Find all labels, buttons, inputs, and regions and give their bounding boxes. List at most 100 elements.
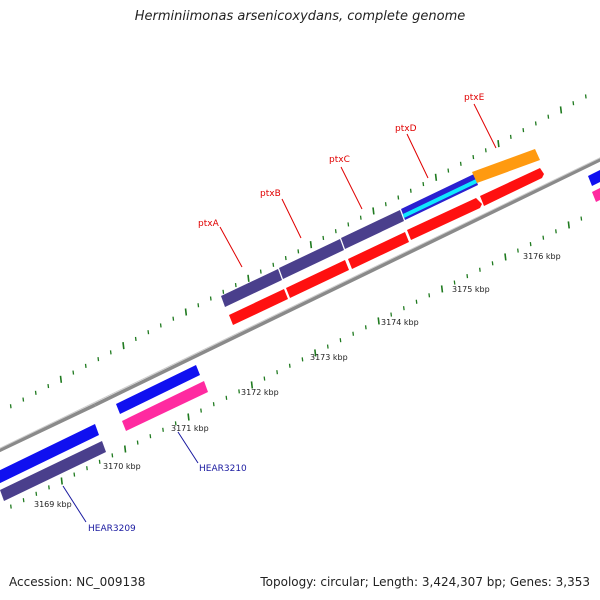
tick-lower-17 [212, 402, 215, 407]
tick-lower-45 [567, 221, 570, 229]
tick-upper-28 [347, 222, 350, 227]
tick-upper-44 [547, 114, 550, 119]
tick-upper-15 [184, 308, 188, 316]
tick-lower-32 [402, 306, 405, 311]
tick-upper-47 [584, 94, 587, 99]
tick-upper-42 [522, 128, 525, 133]
tick-upper-34 [422, 181, 425, 187]
gene-purple-left[interactable] [0, 441, 106, 501]
tick-lower-10 [123, 445, 127, 453]
gene-blue-left[interactable] [0, 424, 99, 486]
gene-blue-mid[interactable] [116, 365, 200, 414]
tick-upper-2 [22, 397, 25, 402]
tick-lower-40 [504, 253, 507, 261]
gene-label-ptxD: ptxD [395, 124, 417, 134]
gene-track [0, 149, 600, 501]
gene-red-2[interactable] [286, 260, 349, 298]
tick-upper-1 [9, 404, 12, 409]
tick-lower-35 [440, 285, 444, 293]
gene-ptxB[interactable] [279, 239, 344, 279]
tick-upper-27 [334, 229, 337, 234]
tick-lower-34 [428, 293, 431, 298]
tick-upper-24 [297, 249, 300, 254]
gene-pink-mid[interactable] [122, 381, 208, 431]
tick-row-upper [9, 94, 587, 409]
tick-upper-13 [159, 323, 162, 328]
scale-label-3176: 3176 kbp [523, 252, 561, 261]
locus-label-lines [62, 431, 199, 523]
gene-pink-right[interactable] [592, 188, 600, 202]
tick-upper-31 [384, 202, 387, 207]
tick-lower-46 [580, 216, 583, 221]
tick-upper-21 [259, 269, 262, 274]
tick-upper-12 [147, 330, 150, 335]
tick-lower-20 [250, 381, 254, 389]
tick-upper-33 [409, 188, 412, 193]
tick-upper-38 [472, 154, 475, 160]
accession-text: Accession: NC_009138 [9, 575, 146, 589]
gene-red-4[interactable] [407, 198, 482, 240]
locus-label-hear3210: HEAR3210 [199, 464, 247, 474]
gene-ptxC[interactable] [341, 210, 404, 249]
tick-lower-24 [301, 357, 304, 362]
tick-lower-23 [288, 363, 291, 368]
gene-label-ptxE: ptxE [464, 93, 485, 103]
tick-lower-18 [225, 395, 228, 400]
tick-lower-19 [238, 389, 240, 394]
tick-lower-22 [276, 370, 278, 375]
gene-label-lines [219, 103, 497, 268]
tick-upper-40 [497, 140, 500, 148]
tick-lower-30 [377, 317, 380, 325]
tick-lower-27 [339, 338, 342, 343]
gene-ptxA[interactable] [221, 269, 282, 307]
tick-lower-1 [10, 504, 12, 509]
tick-lower-21 [263, 376, 266, 381]
gene-ptxE[interactable] [472, 149, 540, 183]
tick-lower-25 [314, 349, 317, 357]
tick-upper-32 [397, 195, 400, 200]
gene-red-3[interactable] [348, 232, 409, 269]
gene-red-1[interactable] [229, 289, 288, 325]
tick-lower-9 [111, 453, 114, 458]
tick-row-lower [10, 216, 583, 509]
tick-lower-44 [555, 229, 557, 234]
tick-lower-8 [98, 459, 101, 464]
tick-upper-29 [359, 215, 362, 220]
tick-lower-6 [73, 472, 76, 477]
tick-lower-15 [187, 413, 190, 421]
gene-label-ptxC: ptxC [329, 155, 350, 165]
tick-upper-3 [34, 390, 37, 395]
tick-lower-37 [466, 274, 469, 279]
tick-upper-10 [122, 342, 125, 350]
tick-upper-8 [97, 357, 100, 362]
tick-lower-38 [479, 267, 481, 272]
tick-lower-43 [542, 235, 545, 240]
tick-lower-11 [136, 440, 139, 445]
tick-upper-22 [272, 262, 275, 267]
tick-lower-7 [86, 466, 88, 471]
tick-lower-2 [22, 498, 25, 503]
tick-upper-20 [247, 274, 250, 282]
scale-label-3170: 3170 kbp [103, 462, 141, 471]
gene-blue-right[interactable] [588, 170, 600, 186]
gene-red-5[interactable] [480, 168, 544, 206]
tick-upper-11 [134, 336, 137, 341]
tick-upper-37 [459, 161, 462, 166]
tick-lower-13 [162, 427, 164, 432]
genome-stats-text: Topology: circular; Length: 3,424,307 bp… [260, 575, 590, 589]
tick-lower-36 [453, 280, 456, 285]
tick-lower-14 [174, 421, 177, 426]
tick-upper-45 [559, 106, 563, 114]
tick-upper-43 [534, 121, 537, 126]
tick-lower-3 [35, 491, 38, 496]
scale-label-3172: 3172 kbp [241, 388, 279, 397]
scale-label-3171: 3171 kbp [171, 424, 209, 433]
tick-upper-18 [222, 289, 225, 294]
tick-upper-39 [484, 148, 487, 153]
tick-upper-30 [372, 207, 375, 215]
tick-upper-14 [172, 316, 175, 321]
tick-upper-41 [509, 134, 512, 139]
gene-ptxD-cyan[interactable] [403, 179, 477, 218]
tick-lower-31 [390, 312, 393, 317]
